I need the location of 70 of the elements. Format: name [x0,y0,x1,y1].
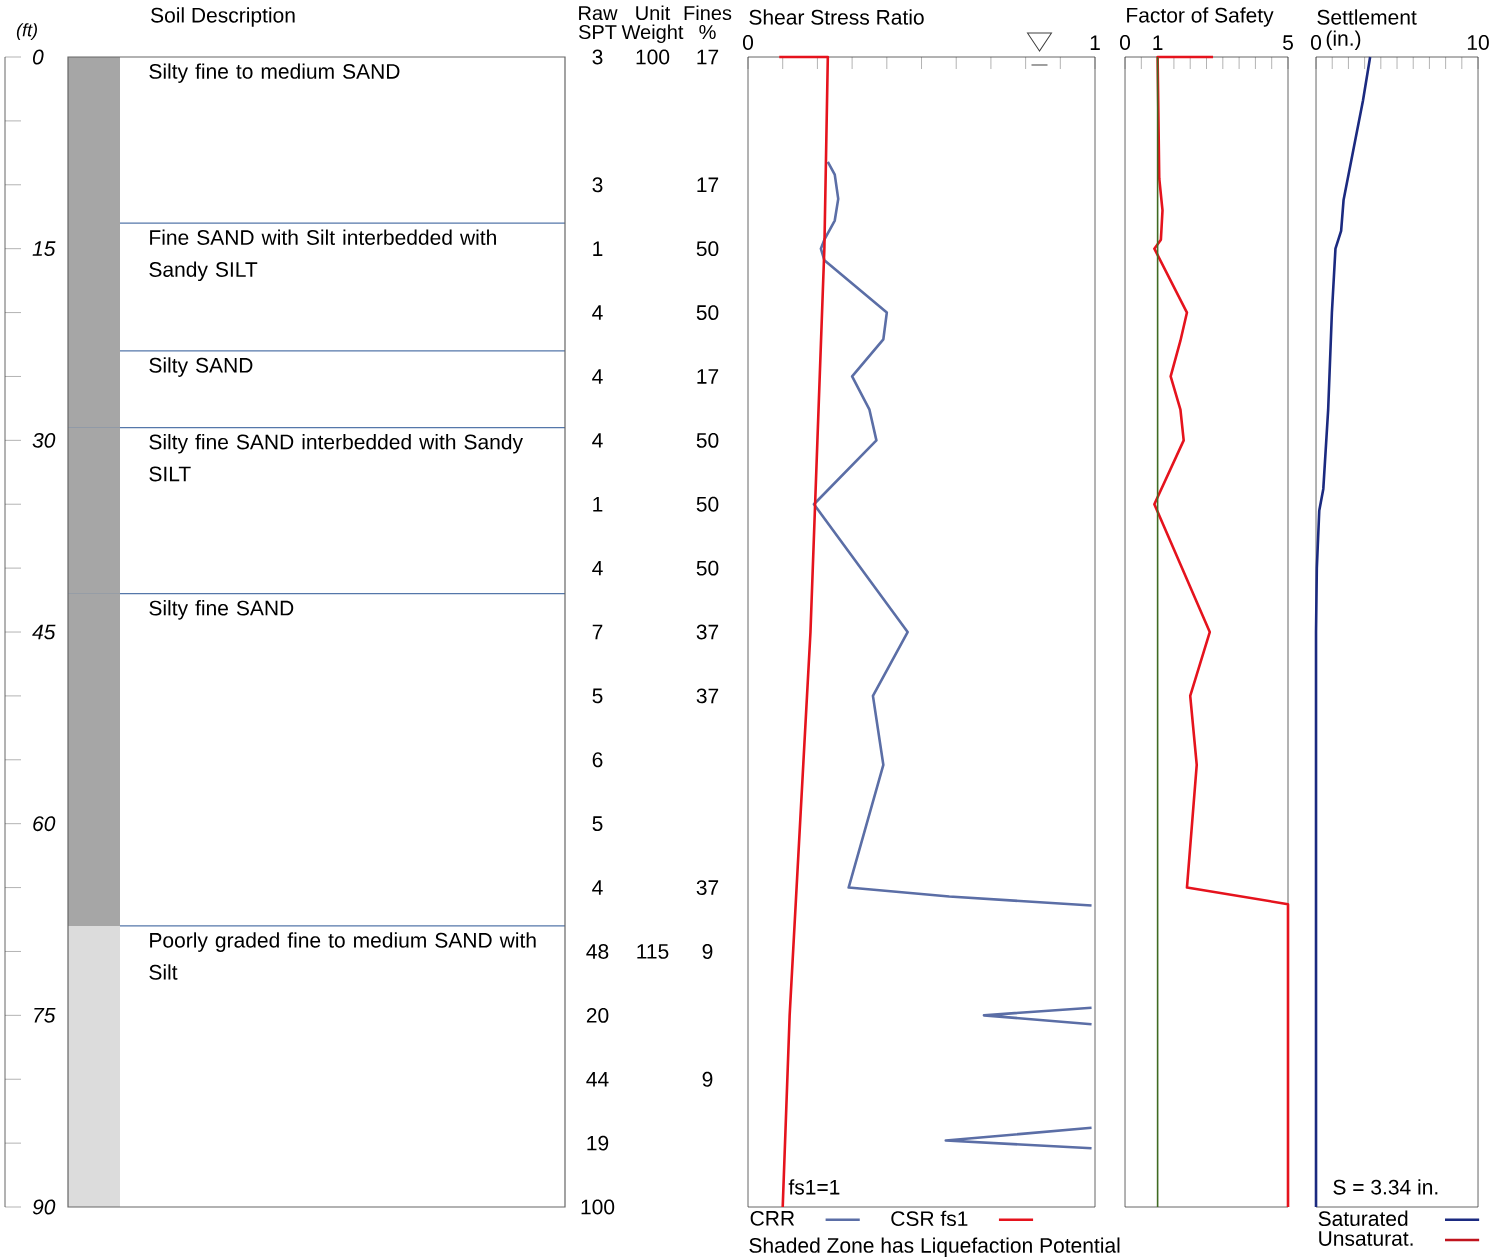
text: 50 [696,560,719,576]
x-tick-label: 0 [742,35,754,50]
x-tick-label: 1 [1153,35,1163,50]
text: 37 [696,624,719,640]
text: 5 [592,688,603,704]
text: 4 [592,369,603,384]
chart-title: Settlement [1317,9,1417,25]
series-label: Silty fine SAND [149,600,294,620]
y-tick-label: 0 [32,49,44,65]
x-axis-title: (in.) [1326,30,1361,51]
chart-title: Factor of Safety [1127,7,1274,27]
text: 20 [586,1007,609,1023]
x-tick-label: 5 [1283,35,1293,50]
y-tick-label: 75 [34,1008,56,1023]
x-tick-label: 10 [1467,35,1489,50]
text: 1 [593,241,603,256]
series-label: Silty fine SAND interbedded with Sandy SILT [149,433,523,482]
x-tick-label: 1 [1090,35,1100,50]
y-tick-label: 30 [32,432,56,448]
y-tick-label: 15 [32,241,56,257]
legend-label: CRR [750,1210,795,1226]
series-label: Silty fine to medium SAND [149,63,400,83]
text: 100 [636,49,670,65]
text: 6 [592,752,603,768]
legend-label: CSR fs1 [891,1210,968,1227]
x-tick-label: 0 [1119,35,1131,50]
text: 48 [586,944,609,959]
legend-label: Saturated [1318,1210,1408,1227]
chart-title: Shear Stress Ratio [749,9,924,25]
bar [68,925,120,1208]
text: 19 [587,1135,609,1151]
annotation: S = 3.34 in. [1333,1179,1438,1195]
text: Shaded Zone has Liquefaction Potential [749,1237,1120,1257]
text: 3 [592,49,603,65]
legend-label: Unsaturat. [1319,1231,1413,1246]
text: 37 [696,688,719,704]
category-label: Fines % [684,5,732,40]
text: 50 [696,241,719,257]
category-label: Unit Weight [621,5,684,44]
text: 1 [593,497,603,512]
text: 9 [702,944,713,959]
text: 17 [697,177,719,193]
series-label: Fine SAND with Silt interbedded with Sandy SILT [149,229,496,282]
text: 115 [637,944,669,959]
text: 4 [592,305,603,320]
text: 3 [592,177,603,193]
text: 17 [697,49,719,65]
text: 50 [696,496,719,512]
y-axis-title: (ft) [16,23,37,40]
category-label: Raw SPT [578,6,618,40]
text: 100 [581,1199,615,1215]
text: 4 [592,880,603,895]
text: 5 [592,816,603,832]
text: 37 [696,880,719,896]
text: 9 [702,1071,713,1087]
text: 17 [697,369,719,384]
y-tick-label: 90 [32,1199,56,1215]
x-tick-label: 0 [1310,35,1322,50]
text: 7 [592,624,603,640]
text: 4 [592,433,603,448]
chart-title: Soil Description [151,7,295,27]
text: 50 [696,305,719,321]
text: 4 [592,560,603,576]
text: 44 [586,1072,609,1087]
y-tick-label: 60 [33,816,56,832]
y-tick-label: 45 [32,624,56,640]
series-label: Silty SAND [149,357,253,377]
text: 50 [696,432,719,448]
series-label: Poorly graded fine to medium SAND with Silt [149,932,536,980]
annotation: fs1=1 [788,1179,840,1195]
